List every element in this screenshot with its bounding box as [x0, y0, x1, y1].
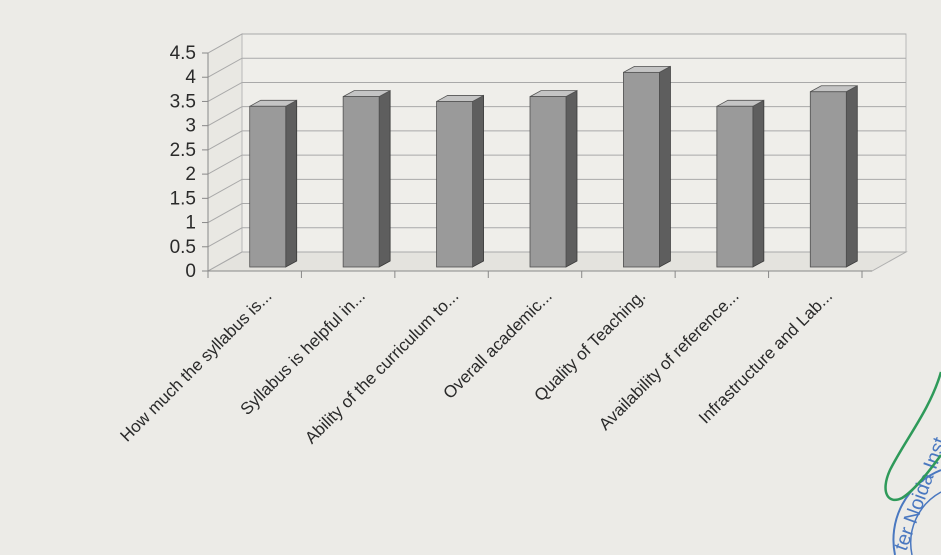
- y-axis-ticks: 0 0.5 1 1.5 2 2.5 3 3.5 4 4.5: [170, 43, 209, 282]
- bar-side: [378, 89, 391, 268]
- y-tick-label: 1.5: [170, 188, 196, 209]
- bar-side: [752, 99, 765, 268]
- bar: [342, 96, 380, 268]
- bar-side: [659, 65, 671, 268]
- gridline: [207, 33, 906, 54]
- y-tick-label: 0.5: [170, 237, 196, 258]
- y-tick-label: 4.5: [170, 43, 196, 64]
- gridline: [207, 227, 906, 248]
- y-tick-label: 3: [185, 116, 196, 137]
- bar-side: [472, 94, 484, 268]
- bar: [436, 101, 473, 268]
- bar-side: [565, 89, 578, 268]
- gridline: [207, 130, 906, 151]
- bar: [623, 71, 660, 268]
- bar: [529, 96, 567, 268]
- y-tick-label: 1: [185, 213, 196, 234]
- bar: [716, 105, 754, 268]
- x-tick-label: How much the syllabus is...: [116, 286, 275, 445]
- bars-layer: [249, 65, 858, 268]
- side-wall: [207, 33, 243, 272]
- x-axis-ticks: How much the syllabus is...Syllabus is h…: [116, 270, 872, 447]
- stamp-outer-ring: [892, 469, 941, 555]
- bar-side: [845, 85, 858, 268]
- gridline: [207, 178, 906, 199]
- x-tick-label: Ability of the curriculum to...: [301, 286, 462, 447]
- stamp-text: ter Noida Inst: [890, 434, 941, 554]
- bar: [249, 105, 287, 268]
- stamp-inner-ring: [909, 491, 941, 555]
- y-tick-label: 4: [185, 67, 196, 88]
- signature-mark: [884, 371, 941, 501]
- y-tick-label: 0: [185, 261, 196, 282]
- gridline: [207, 251, 906, 272]
- y-tick-label: 2.5: [170, 140, 196, 161]
- gridline: [207, 154, 906, 175]
- gridline: [207, 81, 906, 102]
- bar: [809, 91, 847, 268]
- y-tick-label: 3.5: [170, 91, 196, 112]
- institution-stamp: ter Noida Inst: [884, 371, 941, 555]
- bar-side: [285, 99, 298, 268]
- y-tick-label: 2: [185, 164, 196, 185]
- gridline: [207, 203, 906, 223]
- gridline: [207, 106, 906, 127]
- gridline: [207, 57, 906, 78]
